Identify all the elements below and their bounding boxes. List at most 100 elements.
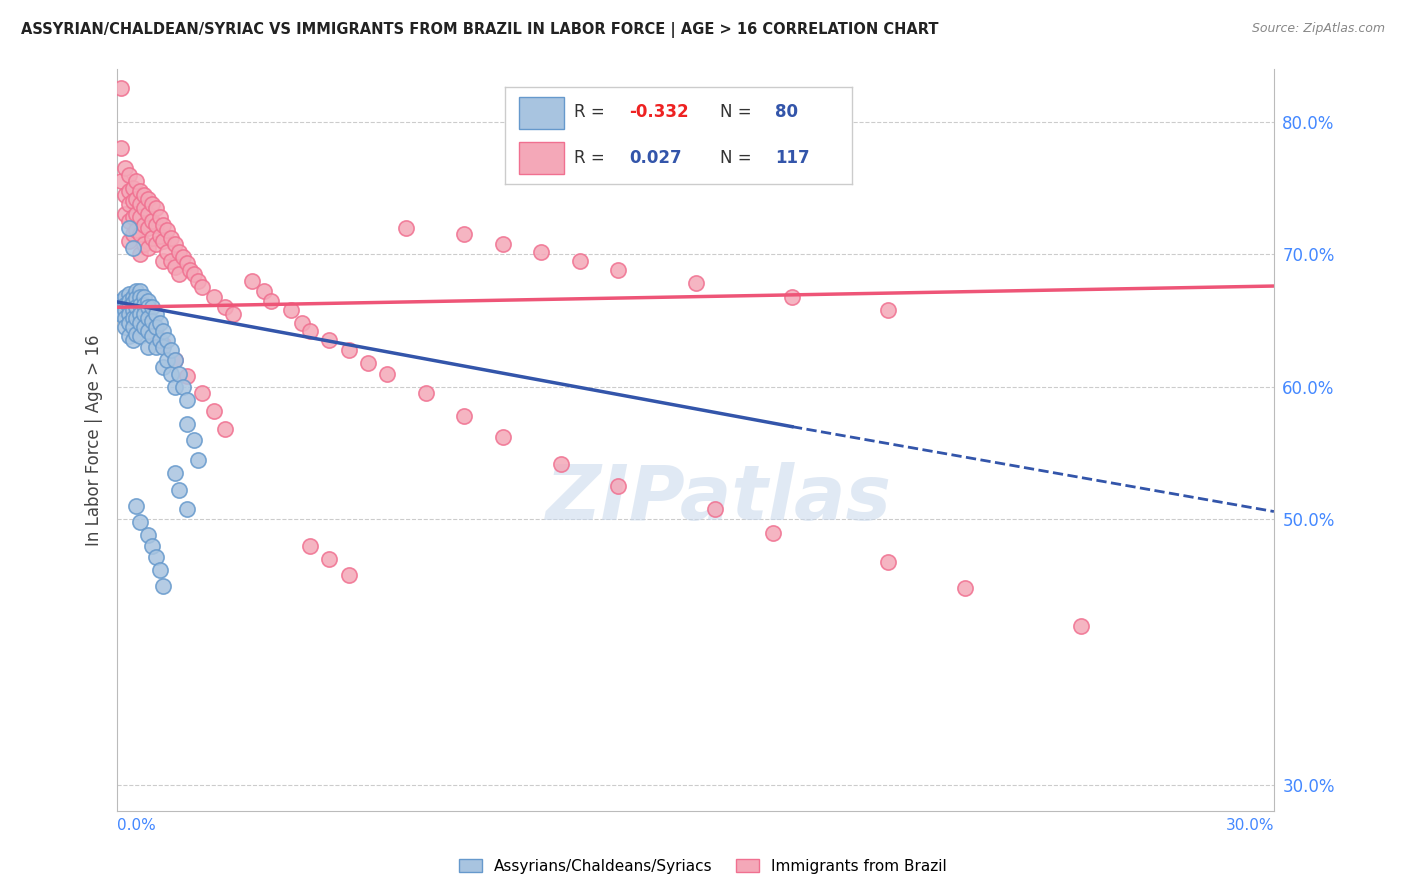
- Point: [121, 310, 143, 325]
- Point: [156, 353, 179, 368]
- Point: [141, 214, 163, 228]
- Point: [298, 324, 321, 338]
- Point: [141, 300, 163, 314]
- Point: [152, 340, 174, 354]
- Point: [136, 207, 159, 221]
- Point: [152, 324, 174, 338]
- Point: [172, 250, 194, 264]
- Point: [877, 555, 900, 569]
- Point: [172, 380, 194, 394]
- Point: [118, 234, 141, 248]
- Point: [110, 81, 132, 95]
- Point: [145, 320, 167, 334]
- Point: [121, 290, 143, 304]
- Point: [214, 422, 236, 436]
- Point: [453, 227, 475, 242]
- Point: [145, 236, 167, 251]
- Point: [114, 187, 136, 202]
- Text: ASSYRIAN/CHALDEAN/SYRIAC VS IMMIGRANTS FROM BRAZIL IN LABOR FORCE | AGE > 16 COR: ASSYRIAN/CHALDEAN/SYRIAC VS IMMIGRANTS F…: [21, 22, 939, 38]
- Point: [492, 236, 515, 251]
- Point: [110, 300, 132, 314]
- Point: [136, 340, 159, 354]
- Point: [156, 223, 179, 237]
- Text: Source: ZipAtlas.com: Source: ZipAtlas.com: [1251, 22, 1385, 36]
- Point: [780, 290, 803, 304]
- Point: [163, 260, 186, 275]
- Point: [134, 218, 156, 232]
- Point: [176, 393, 198, 408]
- Point: [129, 247, 152, 261]
- Point: [114, 310, 136, 325]
- Point: [167, 267, 190, 281]
- Point: [129, 316, 152, 330]
- Point: [453, 409, 475, 423]
- Point: [134, 316, 156, 330]
- Point: [156, 244, 179, 259]
- Point: [118, 329, 141, 343]
- Point: [118, 196, 141, 211]
- Point: [145, 340, 167, 354]
- Point: [125, 326, 148, 341]
- Point: [134, 297, 156, 311]
- Point: [121, 194, 143, 209]
- Point: [134, 236, 156, 251]
- Point: [136, 310, 159, 325]
- Point: [877, 302, 900, 317]
- Point: [129, 297, 152, 311]
- Point: [129, 515, 152, 529]
- Point: [125, 223, 148, 237]
- Point: [110, 141, 132, 155]
- Point: [222, 307, 245, 321]
- Point: [176, 501, 198, 516]
- Point: [118, 287, 141, 301]
- Point: [145, 218, 167, 232]
- Point: [129, 184, 152, 198]
- Point: [121, 210, 143, 224]
- Point: [183, 433, 205, 447]
- Point: [375, 367, 398, 381]
- Point: [163, 380, 186, 394]
- Point: [163, 353, 186, 368]
- Point: [145, 326, 167, 341]
- Point: [145, 549, 167, 564]
- Point: [121, 320, 143, 334]
- Point: [337, 568, 360, 582]
- Point: [114, 161, 136, 175]
- Point: [118, 220, 141, 235]
- Point: [152, 218, 174, 232]
- Point: [298, 539, 321, 553]
- Point: [149, 334, 172, 348]
- Point: [134, 201, 156, 215]
- Point: [530, 244, 553, 259]
- Point: [141, 329, 163, 343]
- Point: [955, 582, 977, 596]
- Point: [160, 231, 183, 245]
- Point: [492, 430, 515, 444]
- Point: [202, 403, 225, 417]
- Point: [685, 277, 707, 291]
- Point: [187, 274, 209, 288]
- Point: [114, 290, 136, 304]
- Point: [114, 293, 136, 308]
- Point: [129, 227, 152, 242]
- Point: [152, 579, 174, 593]
- Point: [260, 293, 283, 308]
- Point: [191, 386, 214, 401]
- Point: [357, 356, 380, 370]
- Point: [214, 300, 236, 314]
- Point: [129, 290, 152, 304]
- Point: [415, 386, 437, 401]
- Point: [134, 290, 156, 304]
- Point: [607, 479, 630, 493]
- Point: [125, 500, 148, 514]
- Point: [118, 316, 141, 330]
- Point: [121, 241, 143, 255]
- Point: [141, 231, 163, 245]
- Point: [152, 234, 174, 248]
- Point: [141, 313, 163, 327]
- Point: [152, 253, 174, 268]
- Point: [240, 274, 263, 288]
- Point: [141, 196, 163, 211]
- Point: [129, 285, 152, 299]
- Point: [121, 181, 143, 195]
